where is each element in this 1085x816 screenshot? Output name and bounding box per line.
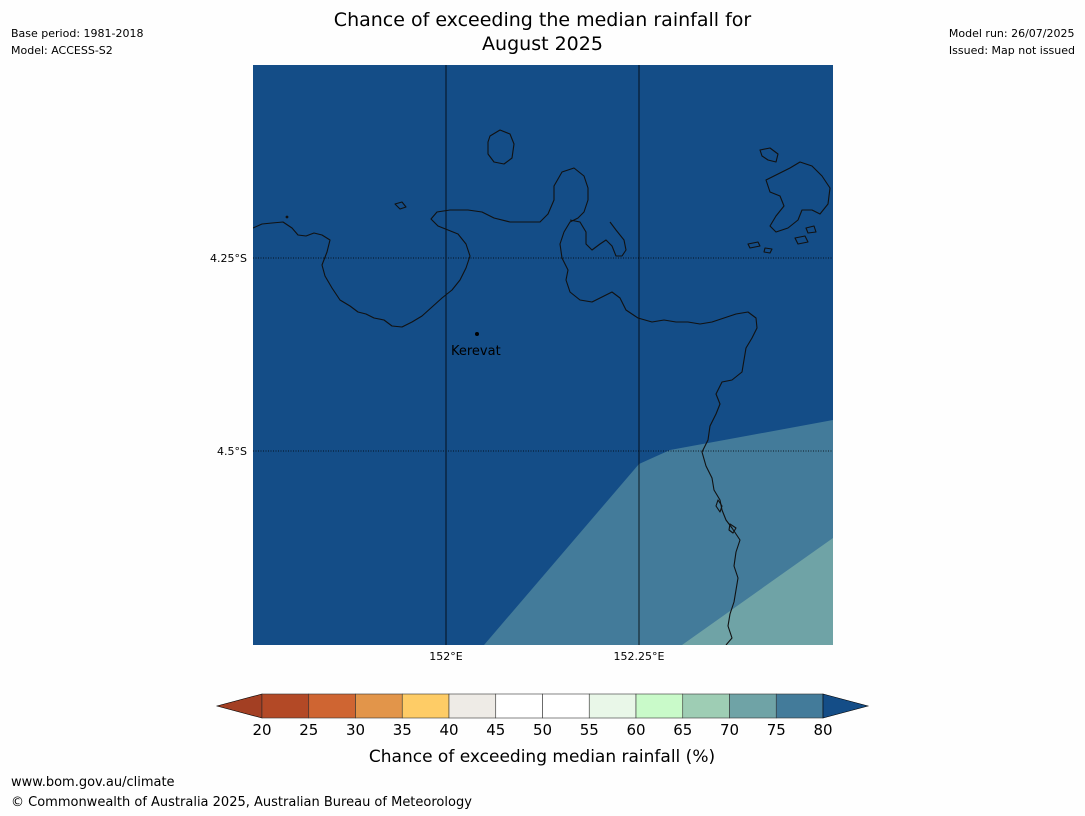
kerevat-label: Kerevat (451, 344, 501, 359)
island-small-west (394, 201, 407, 210)
colorbar-tick-label: 40 (439, 721, 458, 739)
footer-url: www.bom.gov.au/climate (11, 775, 175, 790)
islands-east-3 (747, 241, 761, 249)
metadata-right: Model run: 26/07/2025 Issued: Map not is… (949, 25, 1075, 59)
map-title: Chance of exceeding the median rainfall … (0, 8, 1085, 56)
colorbar-segment (635, 693, 684, 719)
colorbar-segment (355, 693, 403, 719)
colorbar-segment (682, 693, 730, 719)
colorbar-tick-label: 45 (486, 721, 505, 739)
colorbar-segment (401, 693, 450, 719)
coastline-main (253, 167, 758, 645)
colorbar-segment (775, 693, 824, 719)
colorbar-tick-label: 55 (580, 721, 599, 739)
islands-east-7 (715, 499, 723, 513)
colorbar-extend-high (822, 693, 870, 719)
map-panel (253, 65, 833, 645)
coastline (253, 129, 831, 645)
lon-label-152-25: 152.25°E (614, 650, 665, 663)
coastline-peninsula (569, 219, 627, 257)
band-70-75 (682, 538, 833, 645)
colorbar-segment (588, 693, 637, 719)
island-dot (285, 215, 289, 219)
island-north (487, 129, 515, 165)
colorbar-tick-label: 80 (813, 721, 832, 739)
model-run-text: Model run: 26/07/2025 (948, 27, 1075, 40)
colorbar-segment (542, 693, 590, 719)
colorbar-tick-label: 30 (346, 721, 365, 739)
model-text: Model: ACCESS-S2 (11, 44, 113, 57)
colorbar-segment (495, 693, 543, 719)
colorbar-segment (729, 693, 777, 719)
base-period-text: Base period: 1981-2018 (11, 27, 144, 40)
colorbar-segment (261, 693, 310, 719)
title-line1: Chance of exceeding the median rainfall … (333, 9, 752, 31)
footer-copyright: © Commonwealth of Australia 2025, Austra… (11, 795, 472, 810)
colorbar (215, 693, 870, 719)
issued-text: Issued: Map not issued (948, 44, 1075, 57)
colorbar-tick-label: 60 (626, 721, 645, 739)
islands-east-5 (794, 235, 809, 245)
title-line2: August 2025 (482, 33, 603, 55)
colorbar-label: Chance of exceeding median rainfall (%) (369, 747, 715, 767)
kerevat-marker (475, 332, 479, 336)
lat-label-4-5: 4.5°S (217, 445, 247, 458)
graticule (253, 65, 833, 645)
colorbar-tick-label: 70 (720, 721, 739, 739)
colorbar-segment (448, 693, 497, 719)
colorbar-tick-label: 75 (767, 721, 786, 739)
islands-east-6 (805, 225, 817, 234)
colorbar-tick-label: 20 (252, 721, 271, 739)
colorbar-extend-low (215, 693, 263, 719)
lon-label-152: 152°E (429, 650, 462, 663)
islands-east-2 (759, 147, 779, 163)
colorbar-ticks: 20 25 30 35 40 45 50 55 60 65 70 75 80 (252, 721, 832, 739)
islands-east-1 (765, 161, 831, 233)
band-75-80 (484, 420, 833, 645)
colorbar-tick-label: 25 (299, 721, 318, 739)
colorbar-segment (308, 693, 356, 719)
islands-east-4 (763, 247, 773, 254)
islands-east-8 (728, 523, 737, 534)
lat-label-4-25: 4.25°S (210, 252, 247, 265)
colorbar-tick-label: 35 (393, 721, 412, 739)
colorbar-tick-label: 65 (673, 721, 692, 739)
colorbar-tick-label: 50 (533, 721, 552, 739)
metadata-left: Base period: 1981-2018 Model: ACCESS-S2 (11, 25, 143, 59)
